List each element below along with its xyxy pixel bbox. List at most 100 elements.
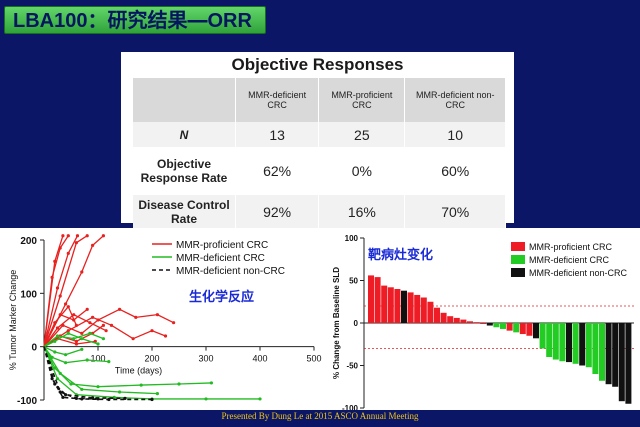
series-line bbox=[43, 346, 126, 400]
data-point bbox=[139, 383, 143, 387]
data-point bbox=[155, 313, 159, 317]
waterfall-bar bbox=[506, 323, 513, 331]
data-point bbox=[96, 385, 100, 389]
data-point bbox=[204, 397, 208, 401]
legend-label: MMR-proficient CRC bbox=[176, 240, 268, 251]
waterfall-bar bbox=[500, 323, 506, 329]
waterfall-bar bbox=[473, 322, 480, 324]
waterfall-bar bbox=[585, 323, 592, 368]
column-header: MMR-deficient CRC bbox=[235, 78, 320, 122]
waterfall-bar bbox=[368, 275, 374, 323]
waterfall-bar bbox=[381, 285, 388, 323]
waterfall-bar bbox=[447, 316, 454, 323]
data-point bbox=[88, 321, 92, 325]
table-row: Objective Response Rate 62% 0% 60% bbox=[133, 147, 506, 195]
data-point bbox=[58, 294, 62, 298]
waterfall-bar bbox=[546, 323, 553, 357]
series-line bbox=[43, 346, 152, 401]
legend-swatch bbox=[511, 242, 525, 251]
waterfall-bar bbox=[467, 321, 473, 323]
x-axis-label: Time (days) bbox=[115, 366, 162, 376]
data-point bbox=[91, 315, 95, 319]
y-tick-label: 200 bbox=[20, 236, 37, 247]
data-point bbox=[55, 377, 60, 381]
data-point bbox=[104, 329, 108, 333]
y-tick-label: 100 bbox=[20, 289, 37, 300]
data-point bbox=[172, 321, 176, 325]
data-point bbox=[74, 339, 78, 343]
data-point bbox=[69, 382, 73, 386]
waterfall-bar bbox=[401, 290, 407, 323]
waterfall-bar bbox=[572, 323, 579, 364]
data-point bbox=[85, 307, 89, 311]
table-row: Disease Control Rate 92% 16% 70% bbox=[133, 195, 506, 229]
waterfall-bar bbox=[625, 323, 632, 404]
data-point bbox=[85, 358, 89, 362]
x-tick-label: 100 bbox=[90, 354, 105, 364]
waterfall-bar bbox=[440, 312, 447, 323]
waterfall-bar bbox=[414, 294, 421, 323]
data-point bbox=[93, 339, 97, 343]
series-line bbox=[43, 346, 83, 356]
data-point bbox=[55, 286, 60, 290]
x-tick-label: 300 bbox=[198, 354, 213, 364]
table-cell: 0% bbox=[318, 147, 406, 195]
waterfall-bar bbox=[559, 323, 566, 362]
y-tick-label: 50 bbox=[349, 277, 358, 286]
data-point bbox=[66, 234, 70, 238]
waterfall-bar bbox=[605, 323, 612, 385]
series-line bbox=[43, 305, 77, 347]
waterfall-bar bbox=[420, 297, 427, 323]
data-point bbox=[80, 347, 84, 351]
data-point bbox=[50, 355, 54, 359]
x-tick-label: 400 bbox=[252, 354, 267, 364]
data-point bbox=[58, 371, 62, 375]
legend-swatch bbox=[511, 255, 525, 264]
y-tick-label: 0 bbox=[31, 343, 37, 354]
waterfall-bar bbox=[539, 323, 546, 349]
legend-swatch bbox=[511, 268, 525, 277]
data-point bbox=[123, 396, 127, 400]
waterfall-bar bbox=[407, 292, 414, 323]
row-label: Objective Response Rate bbox=[133, 147, 236, 195]
table-cell: 62% bbox=[235, 147, 320, 195]
data-point bbox=[64, 353, 68, 357]
y-axis-label: % Tumor Marker Change bbox=[8, 270, 18, 371]
column-header: MMR-proficient CRC bbox=[318, 78, 406, 122]
data-point bbox=[72, 313, 76, 317]
data-point bbox=[96, 342, 100, 346]
data-point bbox=[74, 396, 78, 400]
header-blank bbox=[133, 78, 236, 122]
y-tick-label: 100 bbox=[345, 234, 359, 243]
data-point bbox=[101, 337, 105, 341]
data-point bbox=[53, 321, 57, 325]
waterfall-bar bbox=[480, 323, 487, 324]
series-line bbox=[43, 235, 79, 347]
slide-title-struck: — bbox=[187, 10, 208, 32]
data-point bbox=[107, 360, 111, 364]
chart-title: 靶病灶变化 bbox=[368, 247, 433, 262]
data-point bbox=[177, 382, 181, 386]
column-header: MMR-deficient non-CRC bbox=[404, 78, 506, 122]
data-point bbox=[101, 234, 105, 238]
data-point bbox=[112, 395, 116, 399]
data-point bbox=[61, 395, 65, 399]
waterfall-bar bbox=[427, 301, 434, 323]
chart-annotation: 生化学反应 bbox=[189, 289, 254, 304]
data-point bbox=[58, 390, 62, 394]
data-point bbox=[150, 397, 154, 402]
data-point bbox=[61, 234, 65, 238]
table-cell: 92% bbox=[235, 195, 320, 229]
slide-title-tail: ORR bbox=[207, 10, 252, 32]
objective-responses-title: Objective Responses bbox=[231, 55, 404, 74]
data-point bbox=[91, 243, 95, 247]
data-point bbox=[74, 342, 78, 346]
y-axis-label: % Change from Baseline SLD bbox=[332, 267, 341, 379]
waterfall-bar bbox=[519, 323, 526, 335]
row-label: Disease Control Rate bbox=[133, 195, 236, 229]
data-point bbox=[80, 337, 84, 341]
table-cell: 10 bbox=[404, 122, 506, 147]
plot-area bbox=[43, 234, 262, 402]
waterfall-bar bbox=[592, 323, 599, 374]
data-point bbox=[80, 331, 84, 335]
